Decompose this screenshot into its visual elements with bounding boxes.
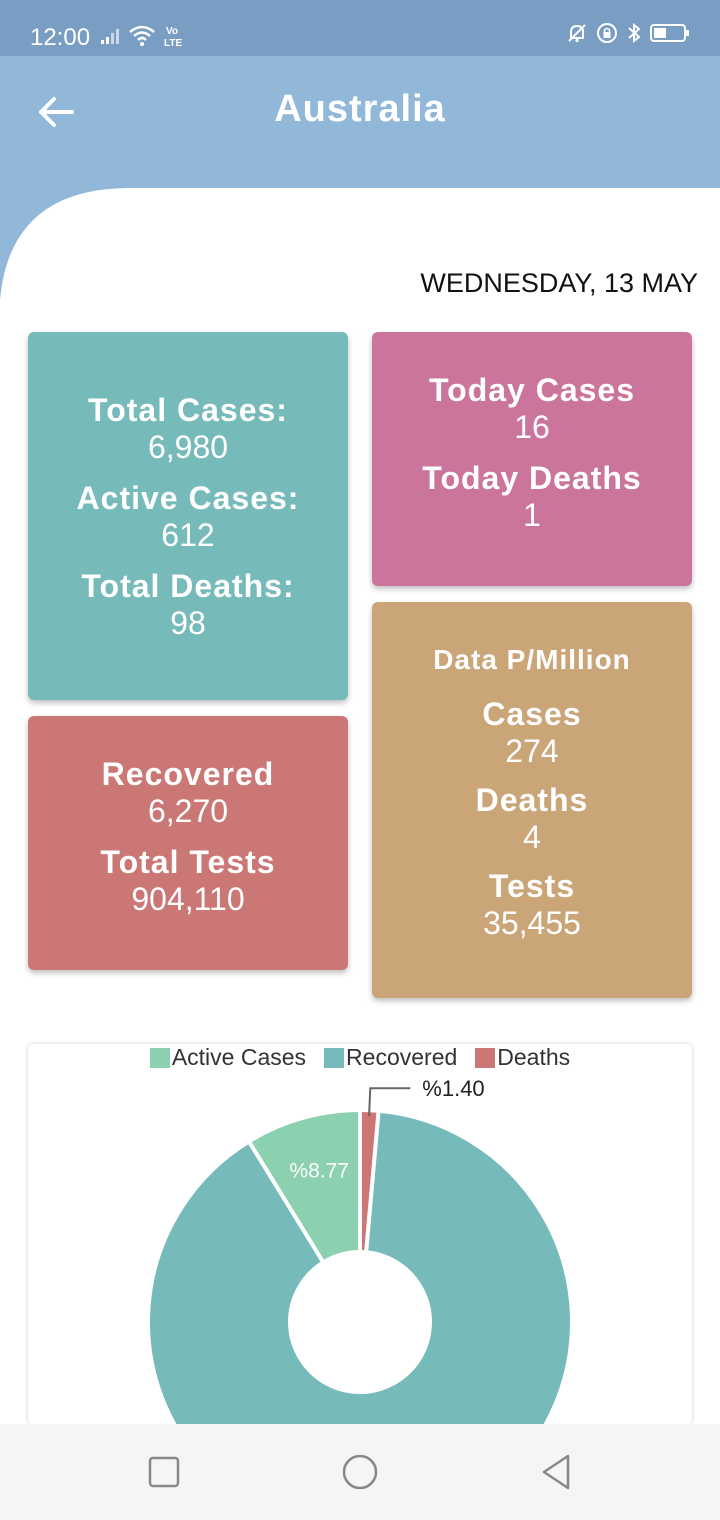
pie-slice-recovered[interactable] — [146, 1108, 574, 1424]
per-million-heading: Data P/Million — [433, 644, 631, 675]
total-cases-value: 6,980 — [147, 429, 229, 465]
total-tests-label: Total Tests — [100, 844, 276, 880]
total-deaths-value: 98 — [170, 605, 206, 641]
pie-chart: %8.77 %1.40 — [146, 1076, 574, 1424]
pm-cases-value: 274 — [505, 733, 559, 769]
recovery-card: Recovered 6,270 Total Tests 904,110 — [28, 716, 348, 970]
pm-deaths-value: 4 — [523, 819, 541, 855]
today-deaths-value: 1 — [523, 497, 541, 533]
total-deaths-label: Total Deaths: — [81, 568, 295, 604]
legend-item[interactable]: Recovered — [324, 1044, 457, 1071]
active-cases-label: Active Cases: — [76, 480, 300, 516]
chart-card: Active Cases Recovered Deaths %8.77 %1.40 — [28, 1044, 692, 1424]
status-time: 12:00 — [30, 24, 91, 51]
total-cases-label: Total Cases: — [88, 392, 288, 428]
svg-text:Vo: Vo — [166, 26, 178, 37]
data-label-connector — [368, 1087, 411, 1117]
pm-deaths-label: Deaths — [475, 782, 589, 818]
data-label-deaths: %1.40 — [422, 1076, 484, 1101]
recovered-value: 6,270 — [147, 793, 229, 829]
recovered-label: Recovered — [101, 756, 275, 792]
today-cases-label: Today Cases — [428, 372, 636, 408]
legend-label: Recovered — [346, 1044, 458, 1070]
app-bar — [0, 56, 720, 188]
legend-swatch — [324, 1047, 345, 1068]
status-right-icons — [566, 22, 690, 44]
legend-swatch — [475, 1047, 496, 1068]
legend-item[interactable]: Active Cases — [149, 1044, 307, 1071]
per-million-card: Data P/Million Cases 274 Deaths 4 Tests … — [372, 602, 692, 998]
totals-card: Total Cases: 6,980 Active Cases: 612 Tot… — [28, 332, 348, 700]
today-card: Today Cases 16 Today Deaths 1 — [372, 332, 692, 586]
bell-off-icon — [568, 24, 586, 43]
active-cases-value: 612 — [161, 517, 215, 553]
recent-apps-icon[interactable] — [144, 1452, 184, 1492]
svg-text:LTE: LTE — [164, 38, 182, 48]
legend-item[interactable]: Deaths — [475, 1044, 570, 1071]
navigation-bar — [0, 1424, 720, 1520]
pm-tests-value: 35,455 — [483, 905, 581, 941]
bluetooth-icon — [628, 22, 641, 44]
back-triangle-icon[interactable] — [536, 1452, 576, 1492]
today-cases-value: 16 — [514, 409, 550, 445]
pie-slice-active-cases[interactable] — [246, 1107, 362, 1266]
wifi-icon — [129, 25, 155, 46]
data-label-active-cases: %8.77 — [289, 1160, 349, 1183]
chart-legend[interactable]: Active Cases Recovered Deaths — [28, 1044, 692, 1071]
pm-tests-label: Tests — [488, 868, 576, 904]
legend-label: Active Cases — [171, 1044, 307, 1070]
today-deaths-label: Today Deaths — [422, 460, 642, 496]
arrow-left-icon[interactable] — [36, 94, 76, 130]
signal-icon — [101, 29, 119, 44]
status-bar: 12:00 Vo LTE — [0, 0, 720, 56]
status-left-icons: Vo LTE — [100, 24, 190, 48]
date-label: WEDNESDAY, 13 MAY — [420, 268, 698, 298]
volte-icon: Vo LTE — [164, 26, 182, 48]
lock-rotation-icon — [597, 23, 617, 43]
battery-icon — [650, 24, 689, 42]
legend-swatch — [149, 1047, 170, 1068]
page-title: Australia — [274, 88, 446, 130]
home-icon[interactable] — [340, 1452, 380, 1492]
total-tests-value: 904,110 — [131, 881, 245, 917]
legend-label: Deaths — [497, 1044, 571, 1070]
pm-cases-label: Cases — [482, 696, 582, 732]
